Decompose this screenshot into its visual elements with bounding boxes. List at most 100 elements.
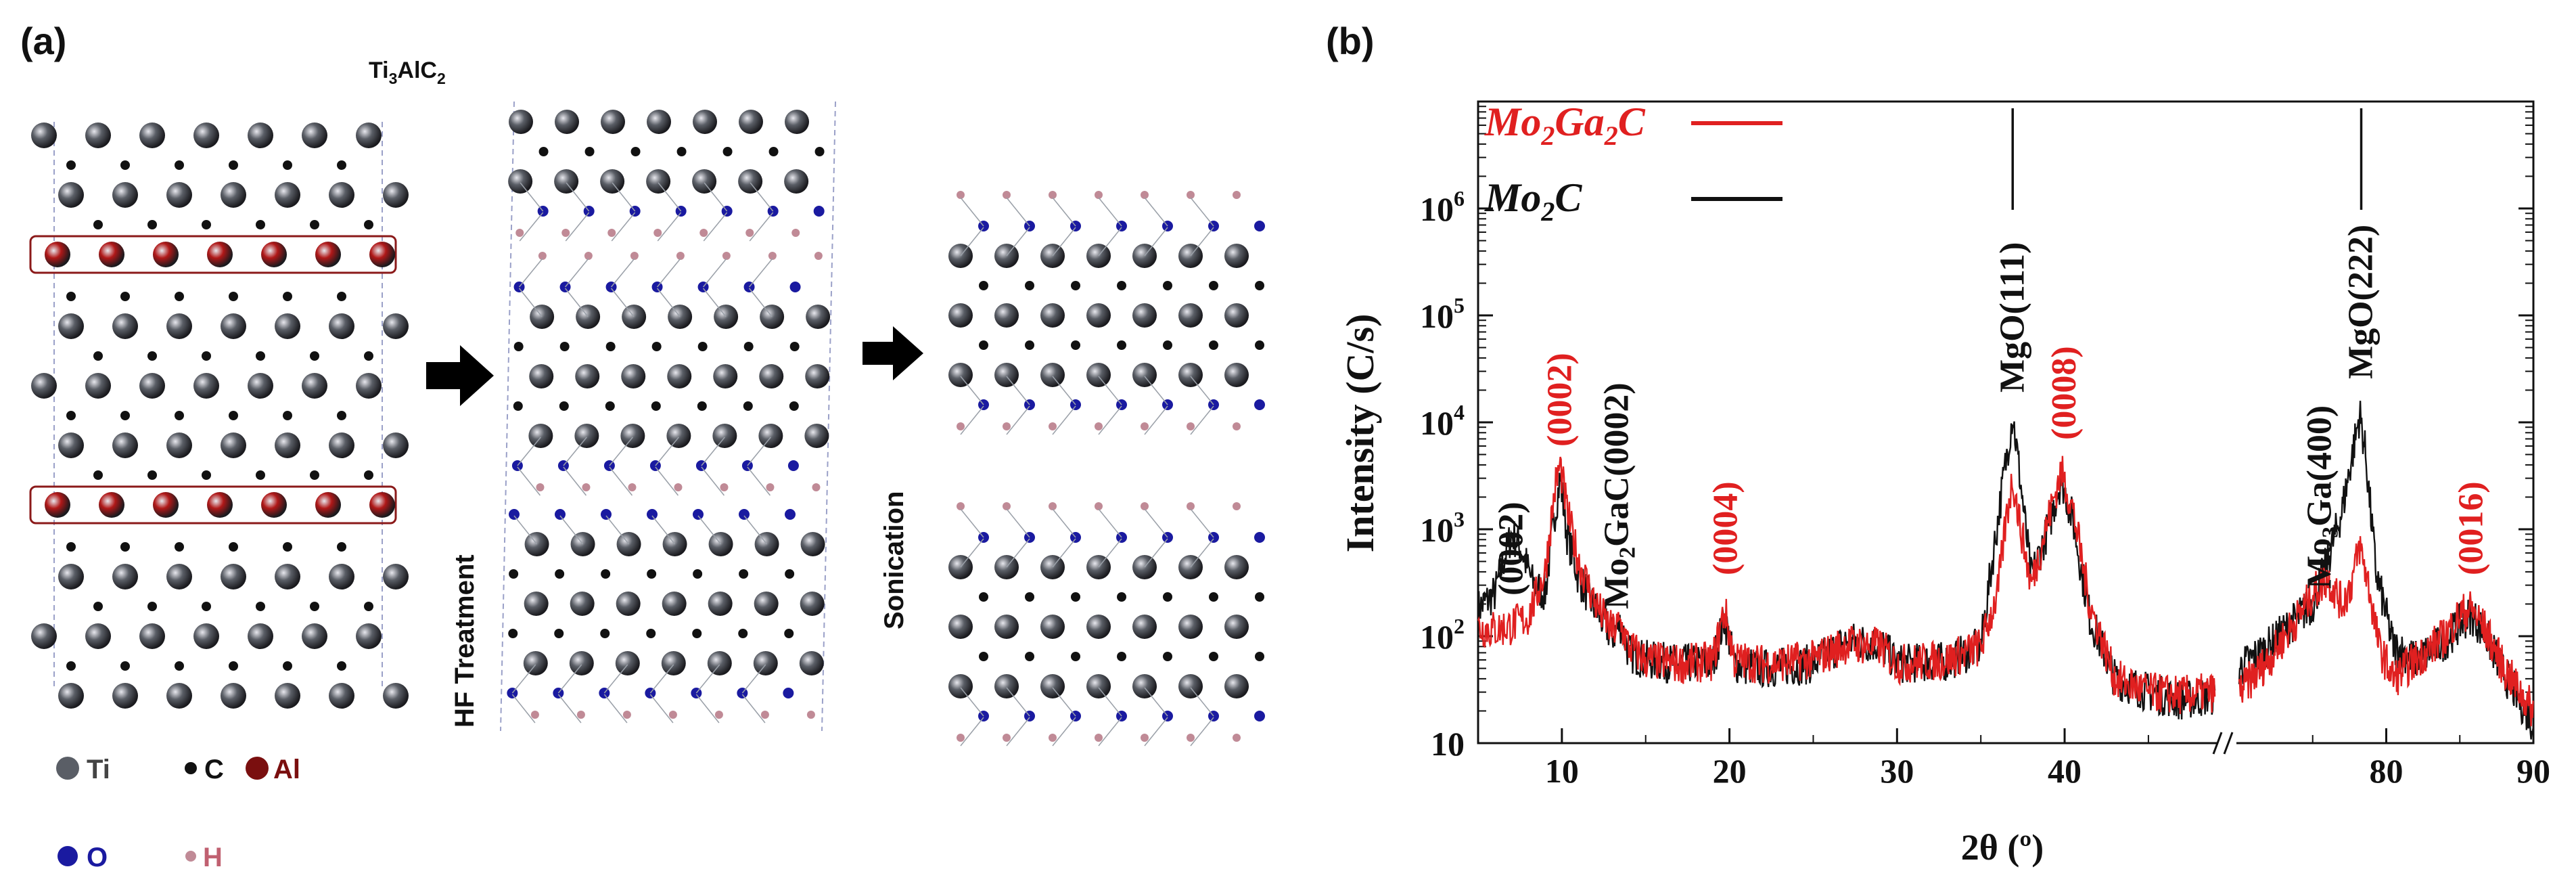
ti-atom	[994, 615, 1019, 639]
ti-atom	[112, 564, 138, 589]
c-atom	[93, 470, 103, 480]
h-atom	[530, 711, 539, 719]
c-atom	[697, 401, 707, 411]
c-atom	[630, 147, 641, 156]
o-atom	[1254, 711, 1265, 721]
h-atom	[714, 711, 723, 719]
h-atom	[699, 229, 708, 237]
ti-atom	[738, 169, 763, 194]
ti-atom	[707, 651, 732, 675]
c-atom	[601, 569, 611, 579]
ti-atom	[112, 683, 138, 709]
c-atom	[1163, 281, 1172, 290]
c-atom	[147, 470, 157, 480]
ti-atom	[554, 169, 579, 194]
ti-atom	[523, 651, 548, 675]
o-atom	[555, 509, 566, 520]
y-tick-label: 104	[1420, 400, 1465, 442]
ti-atom	[139, 123, 165, 148]
c-atom	[739, 569, 749, 579]
h-atom	[1233, 502, 1241, 510]
ti-atom	[693, 110, 717, 134]
h-atom	[1187, 191, 1195, 199]
ti-atom	[753, 651, 778, 675]
ti-atom	[555, 110, 579, 134]
ti-atom	[948, 674, 973, 698]
ti-atom	[1086, 615, 1111, 639]
ti-atom	[1086, 303, 1111, 328]
c-atom	[789, 342, 800, 351]
ti-atom	[524, 592, 549, 616]
c-atom	[1209, 340, 1218, 350]
ti-atom	[758, 424, 783, 448]
c-atom	[555, 569, 565, 579]
h-atom	[957, 734, 965, 742]
ti-atom	[275, 182, 300, 208]
ti-atom	[1132, 303, 1157, 328]
ti-atom	[994, 303, 1019, 328]
ti-atom	[1224, 674, 1249, 698]
al-atom	[45, 242, 70, 267]
ti-atom	[994, 363, 1019, 387]
o-atom	[785, 509, 796, 520]
compound-label: Ti3AlC2	[369, 58, 446, 87]
c-atom-icon	[185, 762, 197, 774]
ti-atom	[58, 182, 84, 208]
x-tick-label: 10	[1545, 752, 1579, 790]
h-atom	[1049, 734, 1057, 742]
series-line-mo2ga2c	[1477, 455, 2216, 715]
sonication-arrow-icon	[862, 326, 923, 380]
c-atom	[508, 629, 518, 638]
ti-atom	[1178, 615, 1203, 639]
peak-annotation: (0004)	[1707, 481, 1745, 575]
c-atom	[175, 542, 184, 552]
al-atom	[153, 242, 179, 267]
legend-c: C	[185, 755, 224, 784]
ti-atom	[1178, 363, 1203, 387]
ti-atom	[574, 424, 599, 448]
c-atom	[1209, 592, 1218, 602]
ti-atom	[248, 623, 273, 649]
c-atom	[559, 401, 569, 411]
ti-atom	[85, 373, 111, 399]
c-atom	[1255, 652, 1264, 661]
ti-atom	[800, 592, 825, 616]
h-atom	[1233, 422, 1241, 430]
peak-annotation: Mo2GaC(0002)	[1598, 382, 1640, 609]
ti-atom	[248, 373, 273, 399]
c-atom	[93, 351, 103, 361]
h-atom	[676, 252, 685, 260]
ti-atom	[139, 623, 165, 649]
ti-atom	[508, 169, 533, 194]
y-tick-label: 105	[1420, 293, 1465, 335]
h-atom	[722, 252, 731, 260]
h-atom	[1049, 422, 1057, 430]
h-atom	[1141, 191, 1149, 199]
o-atom	[693, 509, 704, 520]
panel-b-label: (b)	[1326, 20, 1375, 62]
legend-o: O	[58, 843, 108, 872]
o-atom	[1254, 221, 1265, 231]
h-atom	[1095, 191, 1103, 199]
c-atom	[784, 629, 794, 638]
h-atom	[1003, 502, 1011, 510]
ti-atom	[139, 373, 165, 399]
c-atom	[509, 569, 519, 579]
hf-treatment-label: HF Treatment	[450, 554, 480, 728]
ti-atom	[221, 683, 246, 709]
ti-atom	[383, 564, 409, 589]
ti-atom	[221, 182, 246, 208]
h-atom	[1141, 502, 1149, 510]
ti-atom	[31, 623, 57, 649]
ti-atom	[1040, 674, 1065, 698]
c-atom	[310, 470, 319, 480]
h-atom	[515, 229, 524, 237]
ti-atom	[666, 424, 691, 448]
ti-atom	[569, 651, 594, 675]
ti-atom	[166, 313, 192, 339]
ti-atom	[58, 432, 84, 458]
c-atom	[175, 292, 184, 301]
c-atom	[120, 160, 130, 170]
c-atom	[1209, 652, 1218, 661]
h-atom	[1187, 734, 1195, 742]
